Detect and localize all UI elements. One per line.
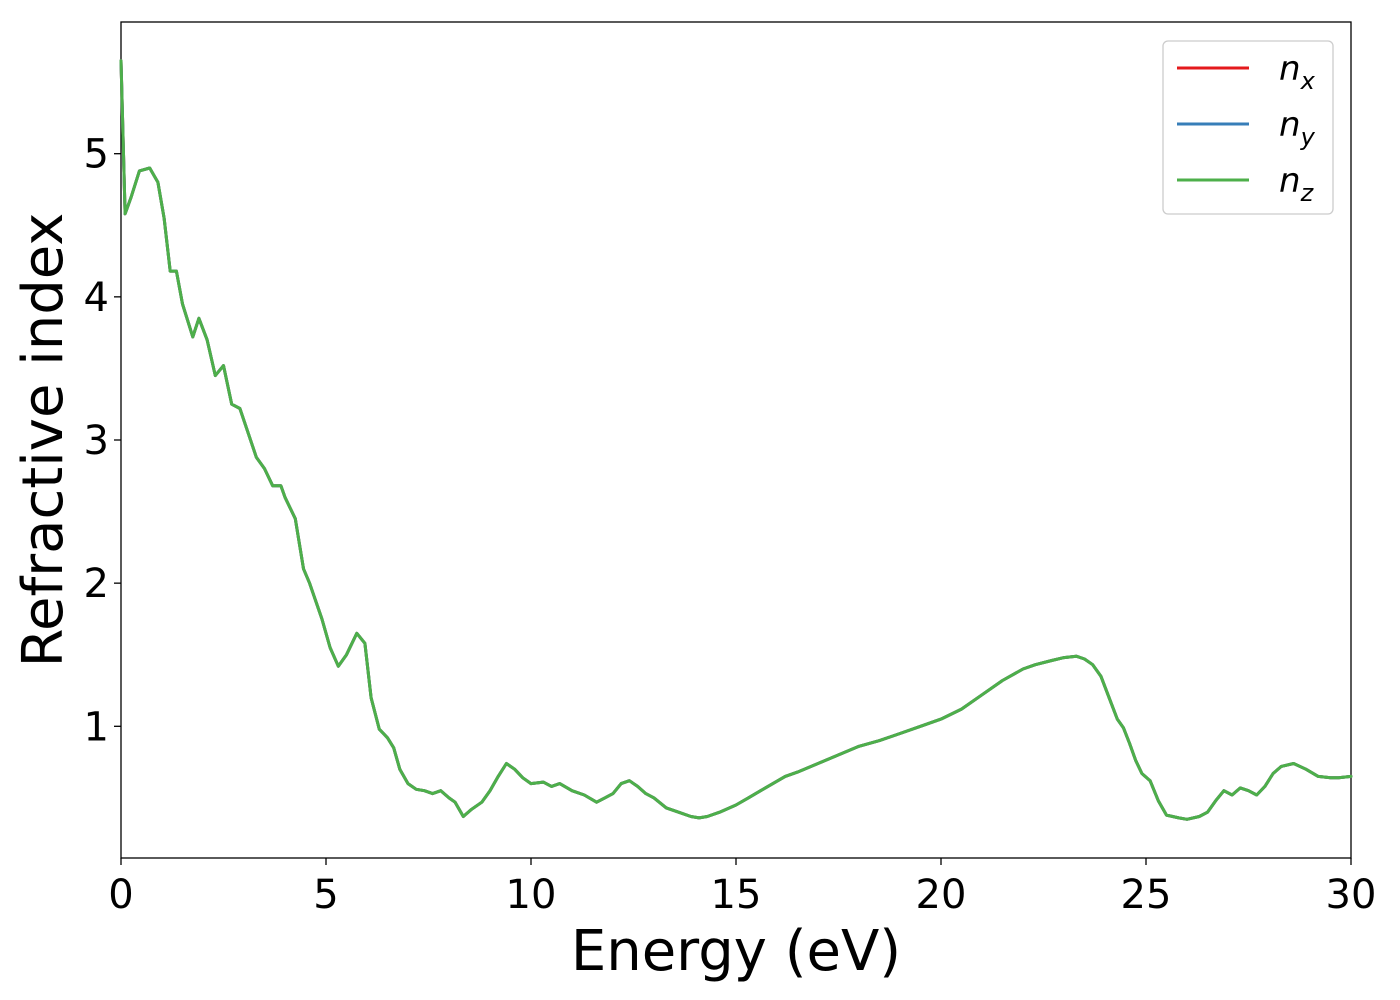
series-line-nz	[119, 59, 1353, 821]
legend-subscript: y	[1300, 123, 1316, 151]
y-axis: 1 2 3 4 5	[84, 132, 121, 750]
x-axis-label: Energy (eV)	[571, 919, 901, 984]
legend-subscript: x	[1300, 67, 1316, 95]
y-tick-label: 5	[84, 132, 109, 178]
x-tick-label: 10	[506, 872, 557, 918]
legend-label-nx: nx	[1279, 49, 1316, 95]
y-tick-label: 3	[84, 418, 109, 464]
y-tick-label: 1	[84, 704, 109, 750]
y-tick-label: 4	[84, 275, 109, 321]
x-axis: 0 5 10 15 20 25 30	[108, 858, 1376, 918]
x-tick-label: 5	[313, 872, 338, 918]
x-tick-label: 30	[1326, 872, 1377, 918]
legend-label-ny: ny	[1279, 105, 1316, 151]
y-axis-label: Refractive index	[11, 213, 76, 668]
legend-box	[1162, 40, 1334, 215]
y-tick-label: 2	[84, 561, 109, 607]
legend-subscript: z	[1300, 179, 1315, 207]
x-tick-label: 20	[916, 872, 967, 918]
series-layer	[119, 59, 1353, 821]
x-tick-label: 25	[1121, 872, 1172, 918]
x-tick-label: 15	[711, 872, 762, 918]
x-tick-label: 0	[108, 872, 133, 918]
